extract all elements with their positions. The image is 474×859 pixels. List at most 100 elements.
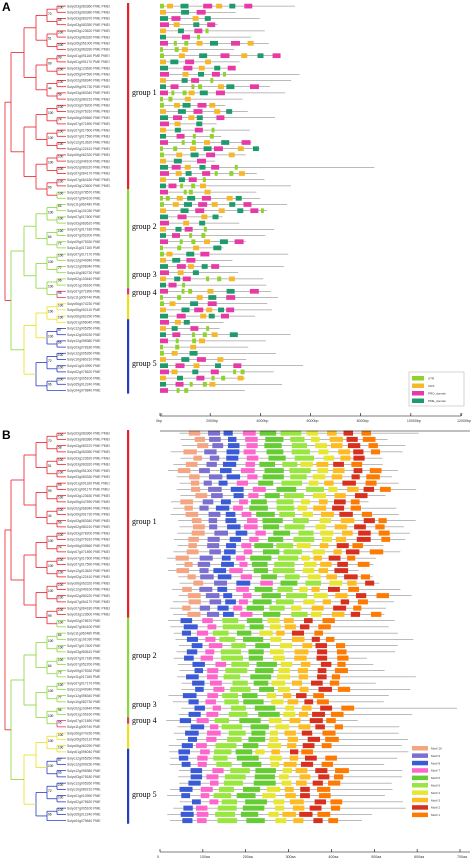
motif-block xyxy=(291,605,302,611)
motif-block xyxy=(223,674,241,680)
motif-block xyxy=(249,624,264,630)
group-2-label-b: group 2 xyxy=(131,651,158,660)
gene-label: Solyc11g009740 PME xyxy=(67,725,101,729)
motif-block xyxy=(282,693,292,699)
group-bar-5 xyxy=(127,319,130,394)
bootstrap-value: 100 xyxy=(48,564,54,568)
motif-block xyxy=(280,661,293,667)
exon-block xyxy=(160,164,168,170)
motif-block xyxy=(318,568,329,574)
exon-block xyxy=(160,146,163,152)
exon-block xyxy=(196,295,203,300)
motif-block xyxy=(236,580,251,586)
exon-block xyxy=(182,282,186,288)
exon-block xyxy=(160,307,166,313)
motif-block xyxy=(212,443,224,449)
motif-block xyxy=(308,480,319,486)
motif-block xyxy=(282,461,298,467)
bootstrap-value: 74 xyxy=(58,117,62,121)
exon-block xyxy=(172,257,181,263)
exon-block xyxy=(184,164,191,170)
gene-label: Solyc02g080210 PME PMEI xyxy=(67,97,110,101)
motif-block xyxy=(328,818,339,824)
motif-block xyxy=(351,461,363,467)
gene-label: Solyc07g052200 PME xyxy=(67,234,101,238)
motif-block xyxy=(280,430,302,436)
motif-block xyxy=(208,511,221,517)
legend-b-label: Motif 3 xyxy=(431,798,440,802)
motif-block xyxy=(225,599,236,605)
motif-block xyxy=(267,743,282,749)
gene-label: Solyc02g103440 PME xyxy=(67,277,101,281)
bootstrap-value: 100 xyxy=(48,764,54,768)
motif-block xyxy=(248,736,266,742)
legend-b-swatch xyxy=(412,753,428,758)
motif-block xyxy=(206,774,219,780)
bootstrap-value: 100 xyxy=(58,745,64,749)
exon-block xyxy=(194,28,203,34)
motif-block xyxy=(318,686,332,692)
motif-block xyxy=(214,749,232,755)
exon-block xyxy=(176,195,183,201)
exon-block xyxy=(198,84,203,90)
exon-block xyxy=(188,189,193,195)
motif-block xyxy=(362,436,376,442)
exon-block xyxy=(173,158,182,164)
motif-block xyxy=(264,493,280,499)
bootstrap-value: 64 xyxy=(58,633,62,637)
motif-block xyxy=(331,611,345,617)
motif-block xyxy=(202,499,214,505)
motif-block xyxy=(313,593,328,599)
exon-block xyxy=(160,102,164,108)
legend-a-label: PRO_domain xyxy=(428,392,446,396)
motif-block xyxy=(379,486,391,492)
legend-b-swatch xyxy=(412,812,428,818)
motif-block xyxy=(268,811,279,817)
motif-block xyxy=(197,818,207,824)
motif-block xyxy=(310,436,320,442)
gene-label: Solyc11g017160 PME xyxy=(67,675,101,679)
motif-block xyxy=(339,511,353,517)
motif-block xyxy=(239,718,261,724)
motif-block xyxy=(311,636,320,642)
motif-block xyxy=(287,743,297,749)
bootstrap-value: 100 xyxy=(58,80,64,84)
motif-block xyxy=(183,624,198,630)
motif-block xyxy=(289,718,301,724)
gene-label: Solyc07g017170 PME xyxy=(67,681,101,685)
exon-block xyxy=(160,28,166,34)
axis-a-end-label: 3' xyxy=(460,412,463,417)
bootstrap-value: 100 xyxy=(58,229,64,233)
motif-block xyxy=(180,811,194,817)
gene-label: Solyc03g123620 PME PMEI xyxy=(67,29,110,33)
motif-block xyxy=(315,768,328,774)
legend-a-swatch xyxy=(412,398,424,403)
exon-block xyxy=(213,146,223,152)
exon-block xyxy=(160,9,166,15)
motif-block xyxy=(188,599,201,605)
exon-block xyxy=(176,133,185,139)
exon-block xyxy=(187,195,196,201)
motif-block xyxy=(243,549,253,555)
motif-block xyxy=(313,505,327,511)
motif-block xyxy=(300,786,310,792)
motif-block xyxy=(235,530,248,536)
exon-block xyxy=(166,3,173,9)
group-bar-1 xyxy=(127,3,130,189)
motif-block xyxy=(187,736,198,742)
motif-block xyxy=(315,724,325,730)
exon-block xyxy=(171,350,178,356)
motif-block xyxy=(347,486,359,492)
gene-label: Solyc03g078200 PME PMEI xyxy=(67,104,110,108)
motif-block xyxy=(209,524,218,530)
motif-block xyxy=(259,630,273,636)
exon-block xyxy=(204,189,211,195)
motif-block xyxy=(283,618,294,624)
exon-block xyxy=(207,22,216,28)
motif-block xyxy=(323,455,335,461)
exon-block xyxy=(177,245,182,251)
motif-block xyxy=(236,630,252,636)
motif-block xyxy=(207,693,219,699)
motif-block xyxy=(378,530,390,536)
motif-block xyxy=(225,668,248,674)
